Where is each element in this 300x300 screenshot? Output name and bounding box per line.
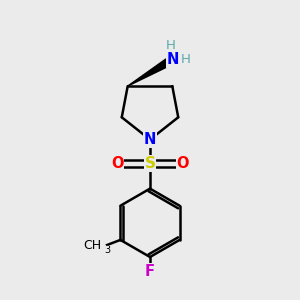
- Text: CH: CH: [83, 239, 101, 252]
- Text: F: F: [145, 264, 155, 279]
- Text: N: N: [144, 132, 156, 147]
- Text: O: O: [111, 156, 124, 171]
- Text: 3: 3: [104, 245, 110, 255]
- Text: O: O: [176, 156, 189, 171]
- Text: S: S: [145, 156, 155, 171]
- Text: N: N: [167, 52, 179, 67]
- Polygon shape: [128, 59, 170, 86]
- Text: H: H: [166, 39, 176, 52]
- Text: H: H: [181, 53, 190, 66]
